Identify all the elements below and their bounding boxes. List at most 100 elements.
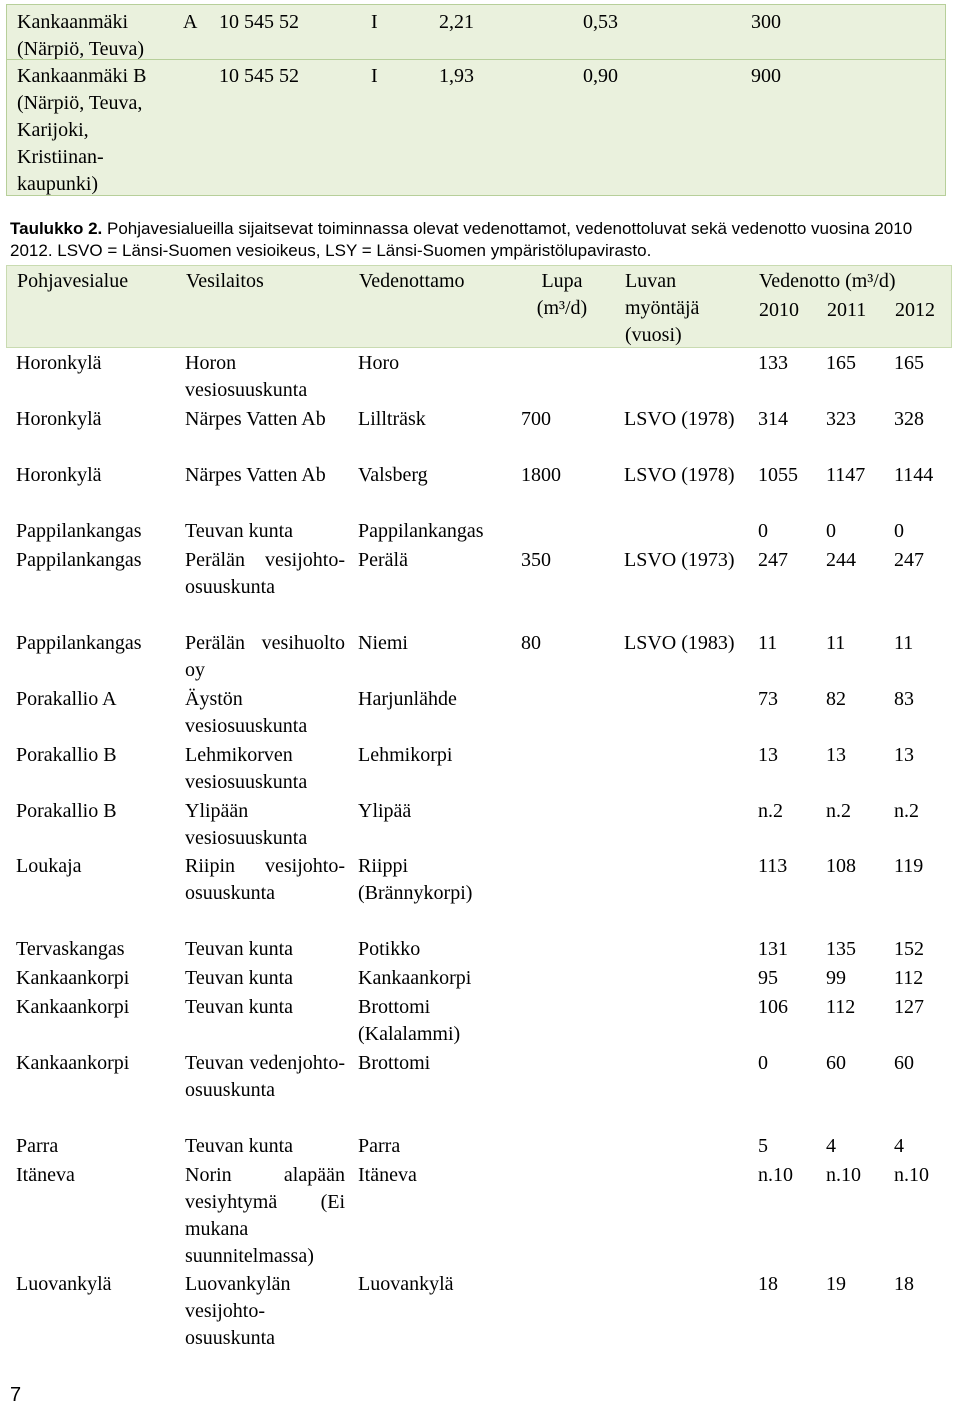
utility-cell: Äystön vesiosuuskunta [185, 688, 308, 737]
withdrawal-2012-cell: 11 [894, 632, 914, 654]
withdrawal-2010-cell: 106 [758, 996, 788, 1018]
utility-cell: Teuvan kunta [185, 938, 294, 960]
area-cell: Kankaanmäki (Närpiö, Teuva) [17, 11, 145, 60]
utility-cell: Närpes Vatten Ab [185, 464, 326, 486]
intake-cell: Horo [358, 352, 400, 374]
previous-table-continuation: Kankaanmäki (Närpiö, Teuva) A 10 545 52 I… [6, 4, 946, 196]
withdrawal-2010-cell: 5 [758, 1135, 768, 1157]
withdrawal-2011-cell: 11 [826, 632, 846, 654]
utility-cell: Lehmikorven vesiosuuskunta [185, 744, 308, 793]
class-cell: I [371, 11, 378, 33]
value-cell: 900 [751, 65, 781, 87]
withdrawal-2010-cell: n.2 [758, 800, 783, 822]
header-permit: Lupa (m³/d) [536, 270, 588, 319]
grantor-cell: LSVO (1978) [624, 408, 735, 430]
withdrawal-2010-cell: 95 [758, 967, 778, 989]
withdrawal-2010-cell: 131 [758, 938, 788, 960]
area-cell: Horonkylä [16, 464, 102, 486]
header-grantor: Luvan myöntäjä (vuosi) [625, 270, 700, 346]
permit-cell: 1800 [521, 464, 561, 486]
area-cell: Porakallio B [16, 800, 117, 822]
withdrawal-2012-cell: 165 [894, 352, 924, 374]
withdrawal-2012-cell: 4 [894, 1135, 904, 1157]
intake-cell: Valsberg [358, 464, 428, 486]
withdrawal-2010-cell: 11 [758, 632, 778, 654]
caption-label: Taulukko 2. [10, 219, 103, 238]
intake-cell: Brottomi (Kalalammi) [358, 996, 461, 1045]
utility-cell: Riipin vesijohto-osuuskunta [185, 855, 345, 904]
area-cell: Luovankylä [16, 1273, 112, 1295]
area-cell: Parra [16, 1135, 59, 1157]
withdrawal-2012-cell: 0 [894, 520, 904, 542]
withdrawal-2011-cell: 99 [826, 967, 846, 989]
utility-cell: Teuvan vedenjohto-osuuskunta [185, 1052, 345, 1101]
intake-cell: Lillträsk [358, 408, 426, 430]
withdrawal-2012-cell: n.2 [894, 800, 919, 822]
row-divider [7, 59, 945, 60]
withdrawal-2012-cell: 18 [894, 1273, 914, 1295]
withdrawal-2010-cell: 247 [758, 549, 788, 571]
intake-cell: Parra [358, 1135, 401, 1157]
area-cell: Horonkylä [16, 408, 102, 430]
area-cell: Pappilankangas [16, 632, 142, 654]
withdrawal-2012-cell: 247 [894, 549, 924, 571]
class-cell: I [371, 65, 378, 87]
utility-cell: Närpes Vatten Ab [185, 408, 326, 430]
header-year: 2012 [895, 299, 935, 321]
withdrawal-2012-cell: 119 [894, 855, 924, 877]
area-cell: Pappilankangas [16, 549, 142, 571]
header-year: 2010 [759, 299, 799, 321]
utility-cell: Norin alapään vesiyhtymä (Ei mukana suun… [185, 1164, 345, 1267]
header-intake: Vedenottamo [359, 270, 465, 292]
withdrawal-2010-cell: 0 [758, 1052, 768, 1074]
withdrawal-2012-cell: 60 [894, 1052, 914, 1074]
intake-cell: Kankaankorpi [358, 967, 472, 989]
intake-cell: Pappilankangas [358, 520, 484, 542]
area-cell: Pappilankangas [16, 520, 142, 542]
caption-text: Pohjavesialueilla sijaitsevat toiminnass… [10, 219, 921, 260]
value-cell: 1,93 [439, 65, 474, 87]
grantor-cell: LSVO (1983) [624, 632, 735, 654]
intake-cell: Itäneva [358, 1164, 417, 1186]
area-cell: Horonkylä [16, 352, 102, 374]
table-caption: Taulukko 2. Pohjavesialueilla sijaitseva… [10, 218, 950, 262]
withdrawal-2010-cell: 113 [758, 855, 788, 877]
permit-cell: 700 [521, 408, 551, 430]
withdrawal-2010-cell: 133 [758, 352, 788, 374]
area-cell: Porakallio B [16, 744, 117, 766]
utility-cell: Teuvan kunta [185, 520, 294, 542]
withdrawal-2012-cell: 127 [894, 996, 924, 1018]
value-cell: 0,53 [583, 11, 618, 33]
intake-cell: Ylipää [358, 800, 412, 822]
withdrawal-2011-cell: 13 [826, 744, 846, 766]
withdrawal-2011-cell: 1147 [826, 464, 866, 486]
withdrawal-2011-cell: n.2 [826, 800, 851, 822]
withdrawal-2012-cell: 83 [894, 688, 914, 710]
permit-cell: 350 [521, 549, 551, 571]
withdrawal-2011-cell: 112 [826, 996, 856, 1018]
intake-cell: Potikko [358, 938, 421, 960]
withdrawal-2011-cell: 0 [826, 520, 836, 542]
area-cell: Kankaankorpi [16, 967, 130, 989]
header-area: Pohjavesialue [17, 270, 129, 292]
header-year: 2011 [827, 299, 867, 321]
withdrawal-2011-cell: 60 [826, 1052, 846, 1074]
withdrawal-2011-cell: 4 [826, 1135, 836, 1157]
header-withdrawal: Vedenotto (m³/d) [759, 270, 896, 292]
area-cell: Itäneva [16, 1164, 75, 1186]
intake-cell: Brottomi [358, 1052, 431, 1074]
area-suffix-cell: A [183, 11, 198, 33]
withdrawal-2011-cell: 244 [826, 549, 856, 571]
intake-cell: Luovankylä [358, 1273, 454, 1295]
value-cell: 300 [751, 11, 781, 33]
area-cell: Porakallio A [16, 688, 117, 710]
grantor-cell: LSVO (1978) [624, 464, 735, 486]
header-utility: Vesilaitos [186, 270, 264, 292]
utility-cell: Perälän vesijohto-osuuskunta [185, 549, 345, 598]
utility-cell: Luovankylän vesijohto-osuuskunta [185, 1273, 291, 1349]
withdrawal-2012-cell: 152 [894, 938, 924, 960]
intake-cell: Harjunlähde [358, 688, 457, 710]
area-cell: Kankaankorpi [16, 1052, 130, 1074]
withdrawal-2011-cell: 108 [826, 855, 856, 877]
